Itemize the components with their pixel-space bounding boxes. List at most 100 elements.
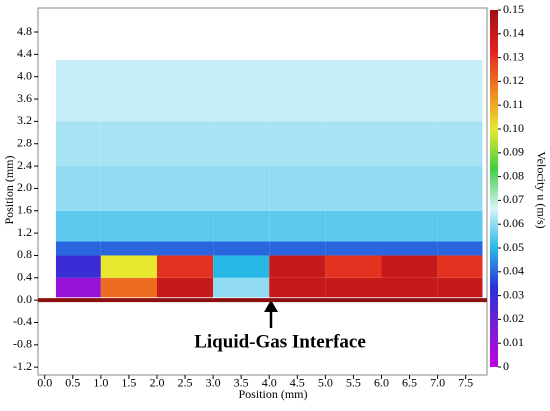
heat-cell [55,277,101,298]
colorbar-tick-label: 0.08 [503,168,524,182]
y-tick-label: 2.4 [17,158,32,172]
heat-cell [325,121,382,167]
y-axis-label: Position (mm) [2,155,16,224]
heat-cell [100,121,157,167]
colorbar-tick-label: 0 [503,359,509,373]
heat-cell [325,241,382,256]
x-tick-label: 4.5 [290,375,305,389]
heat-cell [55,241,101,256]
heat-cell [325,59,382,122]
heat-cell [437,59,483,122]
annotation: Liquid-Gas Interface [194,331,366,352]
heat-cell [213,59,270,122]
colorbar-tick-label: 0.09 [503,145,524,159]
heat-cell [156,241,214,256]
heat-cell [213,166,270,211]
y-tick-label: 0.8 [17,247,32,261]
x-tick-label: 5.5 [346,375,361,389]
x-tick-label: 0.5 [65,375,80,389]
colorbar-tick-label: 0.13 [503,49,524,63]
y-tick-label: 1.6 [17,203,32,217]
colorbar-tick-label: 0.01 [503,335,524,349]
colorbar-tick-label: 0.04 [503,264,524,278]
colorbar-tick-label: 0.12 [503,73,524,87]
heat-cell [213,241,270,256]
heat-cell [156,210,214,242]
heat-cell [100,210,157,242]
heat-cell [269,241,326,256]
heat-cell [100,277,157,298]
y-tick-label: -1.2 [13,359,32,373]
heat-cell [100,166,157,211]
y-tick-label: -0.4 [13,314,32,328]
x-tick-label: 3.0 [206,375,221,389]
heat-cell [381,210,438,242]
y-tick-label: 3.6 [17,91,32,105]
y-tick-label: 2.8 [17,135,32,149]
x-axis-label: Position (mm) [238,387,307,401]
x-tick-label: 7.0 [430,375,445,389]
colorbar-tick-label: 0.07 [503,192,524,206]
x-tick-label: 2.5 [178,375,193,389]
heat-cell [325,277,382,298]
heat-cell [55,210,101,242]
heat-cell [100,59,157,122]
x-tick-label: 4.0 [262,375,277,389]
y-tick-label: 3.2 [17,113,32,127]
heat-cell [381,241,438,256]
colorbar-tick-label: 0.02 [503,311,524,325]
heat-cell [325,255,382,278]
heat-cell [213,121,270,167]
x-tick-label: 7.5 [458,375,473,389]
heat-cell [55,166,101,211]
heat-cell [437,166,483,211]
heat-cell [437,241,483,256]
heat-cell [100,241,157,256]
heat-cell [381,59,438,122]
heat-cell [156,277,214,298]
colorbar-tick-label: 0.05 [503,240,524,254]
colorbar-tick-label: 0.10 [503,121,524,135]
heat-cell [437,210,483,242]
x-tick-label: 5.0 [318,375,333,389]
y-tick-label: 4.0 [17,68,32,82]
heat-cell [55,255,101,278]
y-tick-label: -0.8 [13,337,32,351]
heat-cell [269,59,326,122]
heat-cell [213,210,270,242]
heat-cell [381,121,438,167]
heat-cell [156,166,214,211]
colorbar-tick-label: 0.14 [503,26,524,40]
y-tick-label: 2.0 [17,180,32,194]
colorbar-tick-label: 0.03 [503,287,524,301]
y-tick-label: 0.4 [17,270,32,284]
heat-cell [269,255,326,278]
heat-cell [213,255,270,278]
heat-cell [381,277,438,298]
heat-cell [325,166,382,211]
x-tick-label: 1.0 [93,375,108,389]
heat-cell [156,121,214,167]
heat-cell [100,255,157,278]
annotation-arrowhead [264,300,278,312]
heat-cell [437,121,483,167]
heat-cell [381,166,438,211]
heat-cell [156,255,214,278]
heat-cell [269,121,326,167]
heat-cell [437,277,483,298]
x-tick-label: 3.5 [234,375,249,389]
colorbar-tick-label: 0.15 [503,2,524,16]
x-tick-label: 0.0 [37,375,52,389]
heat-cell [269,166,326,211]
x-tick-label: 6.0 [374,375,389,389]
x-tick-label: 6.5 [402,375,417,389]
colorbar-tick-label: 0.11 [503,97,524,111]
heat-cell [269,277,326,298]
heat-cell [269,210,326,242]
heat-cell [55,121,101,167]
x-tick-label: 1.5 [121,375,136,389]
heat-cell [325,210,382,242]
x-tick-label: 2.0 [149,375,164,389]
y-tick-label: 0.0 [17,292,32,306]
